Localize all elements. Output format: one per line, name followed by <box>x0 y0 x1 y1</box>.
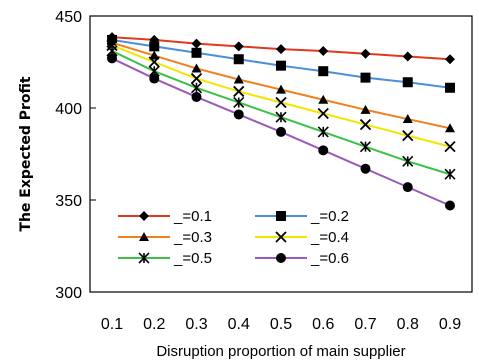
legend-label: _=0.3 <box>173 229 212 246</box>
data-point <box>276 44 286 55</box>
data-point <box>359 118 372 131</box>
y-tick-label: 300 <box>55 285 82 302</box>
legend-item: _=0.5 <box>118 250 212 267</box>
data-point <box>139 232 149 241</box>
data-point <box>402 114 413 124</box>
data-point <box>275 96 287 109</box>
legend-item: _=0.6 <box>255 250 349 267</box>
legend-item: _=0.3 <box>118 229 212 246</box>
x-tick-label: 0.4 <box>228 316 250 333</box>
x-axis: 0.1 0.2 0.3 0.4 0.5 0.6 0.7 0.8 0.9 <box>101 316 461 333</box>
x-tick-label: 0.8 <box>397 316 419 333</box>
data-point <box>275 111 287 123</box>
data-point <box>276 84 286 94</box>
data-point <box>106 39 118 52</box>
x-tick-label: 0.2 <box>143 316 165 333</box>
series-circle <box>107 53 455 211</box>
data-point <box>233 109 244 120</box>
data-point <box>276 126 286 137</box>
series-layer <box>106 32 456 211</box>
data-point <box>444 168 456 180</box>
legend-label: _=0.6 <box>310 250 349 267</box>
data-point <box>191 91 202 102</box>
data-point <box>402 129 414 142</box>
data-point <box>149 50 160 60</box>
data-point <box>318 94 329 104</box>
data-point <box>276 211 286 221</box>
x-tick-label: 0.9 <box>439 316 461 333</box>
data-point <box>402 51 413 62</box>
data-point <box>190 72 203 85</box>
data-point <box>445 54 455 65</box>
data-point <box>139 211 149 221</box>
data-point <box>360 163 371 174</box>
y-tick-label: 450 <box>55 9 82 26</box>
data-point <box>445 82 455 93</box>
y-tick-label: 350 <box>55 193 82 210</box>
legend-item: _=0.4 <box>255 229 349 246</box>
data-point <box>233 74 244 84</box>
data-point <box>317 107 329 120</box>
x-tick-label: 0.5 <box>270 316 292 333</box>
series-square <box>107 34 455 93</box>
plot-area <box>89 15 473 293</box>
data-point <box>359 141 372 153</box>
legend-label: _=0.2 <box>310 208 349 225</box>
data-point <box>444 141 456 153</box>
data-point <box>317 126 329 138</box>
x-tick-label: 0.1 <box>101 316 123 333</box>
series-star <box>106 45 456 180</box>
data-point <box>191 63 202 73</box>
data-point <box>233 41 244 52</box>
x-tick-label: 0.7 <box>354 316 376 333</box>
data-point <box>191 47 202 58</box>
data-point <box>149 73 160 84</box>
series-triangle <box>107 37 455 133</box>
data-point <box>190 82 203 94</box>
x-tick-label: 0.3 <box>185 316 207 333</box>
data-point <box>276 253 286 263</box>
data-point <box>402 182 413 193</box>
data-point <box>402 155 414 167</box>
series-x <box>106 39 456 153</box>
legend: _=0.1 _=0.2 _=0.3 _=0.4 _=0.5 _=0.6 <box>118 208 349 267</box>
legend-label: _=0.5 <box>173 250 212 267</box>
y-tick-label: 400 <box>55 101 82 118</box>
data-point <box>360 104 371 114</box>
data-point <box>191 38 202 49</box>
series-diamond <box>107 32 455 65</box>
data-point <box>107 53 117 64</box>
data-point <box>445 200 455 211</box>
legend-label: _=0.1 <box>173 208 212 225</box>
legend-item: _=0.2 <box>255 208 349 225</box>
data-point <box>149 41 160 52</box>
data-point <box>148 56 160 68</box>
data-point <box>445 123 455 133</box>
data-point <box>360 48 371 59</box>
x-axis-label: Disruption proportion of main supplier <box>156 343 405 360</box>
data-point <box>233 85 245 98</box>
plot-border <box>89 15 473 293</box>
data-point <box>276 60 286 71</box>
x-tick-label: 0.6 <box>312 316 334 333</box>
data-point <box>318 66 329 77</box>
data-point <box>107 37 117 47</box>
data-point <box>402 77 413 88</box>
data-point <box>318 145 329 156</box>
data-point <box>318 45 329 56</box>
y-axis-label: The Expected Profit <box>18 76 34 232</box>
y-axis: 300 350 400 450 <box>55 9 96 302</box>
legend-item: _=0.1 <box>118 208 212 225</box>
data-point <box>275 231 287 243</box>
data-point <box>233 96 245 109</box>
data-point <box>360 72 371 83</box>
legend-label: _=0.4 <box>310 229 349 246</box>
data-point <box>138 252 150 264</box>
data-point <box>233 54 244 65</box>
